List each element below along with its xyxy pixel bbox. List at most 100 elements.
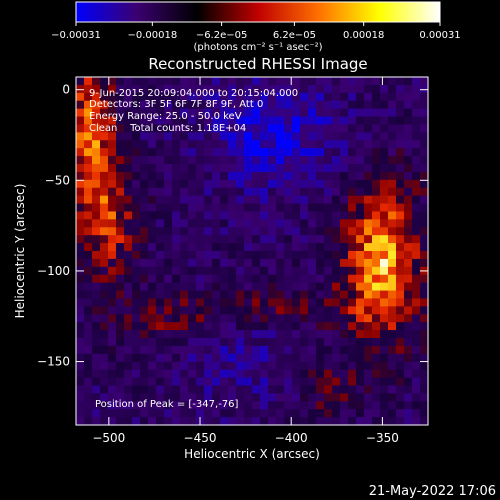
heatmap-cell: [260, 251, 269, 260]
heatmap-cell: [228, 353, 237, 363]
heatmap-cell: [324, 345, 333, 355]
heatmap-cell: [244, 369, 253, 379]
heatmap-cell: [156, 393, 165, 402]
heatmap-cell: [300, 353, 309, 363]
heatmap-cell: [388, 148, 397, 157]
heatmap-cell: [284, 353, 293, 363]
heatmap-cell: [276, 235, 285, 244]
heatmap-cell: [252, 274, 261, 284]
heatmap-cell: [348, 393, 357, 402]
heatmap-cell: [100, 353, 109, 363]
heatmap-cell: [284, 369, 293, 379]
heatmap-cell: [108, 314, 117, 323]
heatmap-cell: [396, 338, 405, 347]
heatmap-cell: [268, 251, 277, 260]
heatmap-cell: [292, 282, 301, 292]
heatmap-cell: [172, 243, 181, 252]
heatmap-cell: [388, 298, 397, 307]
heatmap-cell: [316, 108, 325, 118]
heatmap-cell: [356, 179, 365, 189]
heatmap-cell: [148, 361, 157, 371]
heatmap-cell: [324, 148, 333, 157]
heatmap-cell: [412, 401, 421, 410]
heatmap-cell: [84, 385, 93, 394]
heatmap-cell: [260, 235, 269, 244]
heatmap-cell: [380, 306, 389, 315]
heatmap-cell: [404, 330, 413, 339]
heatmap-cell: [276, 77, 285, 86]
heatmap-cell: [156, 330, 165, 339]
heatmap-cells: [76, 77, 429, 426]
heatmap-cell: [164, 187, 173, 197]
heatmap-cell: [204, 266, 213, 276]
heatmap-cell: [148, 377, 157, 387]
heatmap-cell: [180, 164, 189, 173]
heatmap-cell: [332, 290, 341, 300]
heatmap-cell: [388, 345, 397, 355]
heatmap-cell: [116, 100, 125, 110]
heatmap-cell: [268, 401, 277, 410]
heatmap-cell: [100, 345, 109, 355]
heatmap-cell: [412, 211, 421, 220]
heatmap-cell: [212, 266, 221, 276]
x-tick-label: −350: [366, 431, 399, 445]
heatmap-cell: [172, 140, 181, 149]
heatmap-cell: [340, 77, 349, 86]
heatmap-cell: [236, 243, 245, 252]
heatmap-cell: [132, 338, 141, 347]
heatmap-cell: [92, 385, 101, 394]
heatmap-cell: [172, 132, 181, 141]
heatmap-cell: [316, 330, 325, 339]
heatmap-cell: [388, 100, 397, 110]
heatmap-cell: [388, 266, 397, 276]
heatmap-cell: [220, 235, 229, 244]
heatmap-cell: [188, 164, 197, 173]
heatmap-cell: [140, 258, 149, 268]
heatmap-cell: [148, 148, 157, 157]
heatmap-cell: [132, 251, 141, 260]
heatmap-cell: [372, 314, 381, 323]
heatmap-cell: [276, 338, 285, 347]
plot-frame: [75, 76, 429, 426]
heatmap-cell: [252, 140, 261, 149]
heatmap-cell: [324, 219, 333, 228]
heatmap-cell: [244, 258, 253, 268]
heatmap-cell: [164, 211, 173, 220]
heatmap-cell: [164, 417, 173, 426]
heatmap-cell: [292, 179, 301, 189]
heatmap-cell: [100, 195, 109, 205]
heatmap-cell: [172, 274, 181, 284]
heatmap-cell: [188, 377, 197, 387]
heatmap-cell: [292, 203, 301, 213]
heatmap-cell: [228, 258, 237, 268]
heatmap-cell: [164, 322, 173, 331]
heatmap-cell: [164, 274, 173, 284]
heatmap-cell: [180, 148, 189, 157]
heatmap-cell: [364, 108, 373, 118]
heatmap-cell: [164, 116, 173, 126]
heatmap-cell: [404, 306, 413, 315]
heatmap-cell: [380, 322, 389, 331]
heatmap-cell: [92, 84, 101, 94]
heatmap-cell: [180, 338, 189, 347]
heatmap-cell: [316, 345, 325, 355]
heatmap-cell: [308, 322, 317, 331]
heatmap-cell: [92, 187, 101, 197]
annotation-peak: Position of Peak = [-347,-76]: [95, 399, 239, 410]
heatmap-cell: [396, 290, 405, 300]
heatmap-cell: [140, 156, 149, 165]
heatmap-cell: [140, 235, 149, 244]
heatmap-cell: [228, 401, 237, 410]
heatmap-cell: [340, 195, 349, 205]
heatmap-cell: [124, 298, 133, 307]
heatmap-cell: [316, 219, 325, 228]
heatmap-cell: [276, 274, 285, 284]
heatmap-cell: [316, 132, 325, 141]
heatmap-cell: [92, 124, 101, 133]
heatmap-cell: [412, 235, 421, 244]
heatmap-cell: [276, 124, 285, 133]
heatmap-cell: [308, 84, 317, 94]
heatmap-cell: [292, 274, 301, 284]
heatmap-cell: [180, 322, 189, 331]
heatmap-cell: [148, 314, 157, 323]
